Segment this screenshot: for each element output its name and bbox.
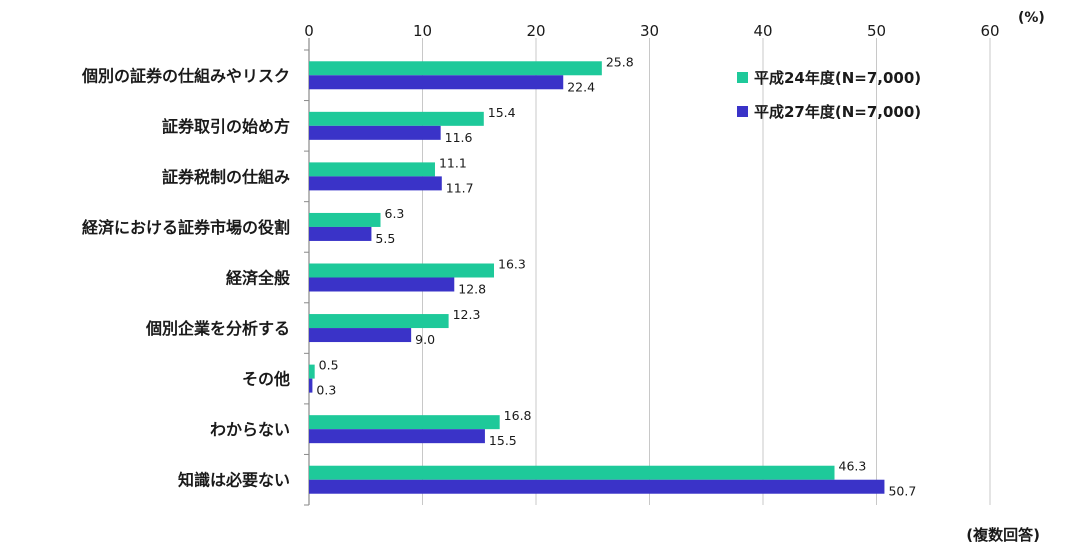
legend-label: 平成24年度(N=7,000) [754, 69, 921, 87]
x-tick-label: 10 [413, 22, 432, 40]
category-label: 経済における証券市場の役割 [82, 218, 290, 237]
x-tick-label: 60 [980, 22, 999, 40]
data-label: 15.4 [488, 105, 516, 120]
x-tick-label: 50 [867, 22, 886, 40]
legend-swatch [737, 72, 748, 83]
data-label: 16.3 [498, 257, 526, 272]
x-tick-label: 30 [640, 22, 659, 40]
bar-fy2012 [309, 364, 315, 379]
category-label: 証券取引の始め方 [162, 117, 290, 136]
data-label: 11.7 [446, 180, 474, 195]
category-label: その他 [242, 370, 290, 389]
category-label: 知識は必要ない [178, 471, 290, 490]
unit-label: (%) [1018, 10, 1045, 26]
labels: 0 10 20 30 40 50 60 個別の証券の仕組みやリスク 25.8 22.4 証券取引の始… [81, 22, 1000, 499]
data-label: 5.5 [375, 231, 395, 246]
data-label: 6.3 [385, 206, 405, 221]
category-label: 経済全般 [226, 269, 290, 288]
category-label: わからない [210, 420, 290, 439]
legend-swatch [737, 106, 748, 117]
data-label: 25.8 [606, 54, 634, 69]
bar-fy2012 [309, 212, 381, 227]
x-tick-label: 0 [304, 22, 314, 40]
bar-fy2015 [309, 226, 372, 241]
data-label: 50.7 [888, 484, 916, 499]
data-label: 16.8 [504, 408, 532, 423]
bar-fy2015 [309, 429, 485, 444]
bar-fy2015 [309, 378, 313, 393]
bar-fy2012 [309, 263, 495, 278]
data-label: 12.3 [453, 307, 481, 322]
multiple-answer-note: (複数回答) [966, 526, 1040, 544]
data-label: 0.3 [316, 383, 336, 398]
bar-fy2015 [309, 75, 564, 90]
bar-fy2012 [309, 162, 435, 177]
legend-label: 平成27年度(N=7,000) [754, 103, 921, 121]
bar-fy2015 [309, 277, 455, 292]
x-tick-label: 20 [526, 22, 545, 40]
bar-fy2012 [309, 111, 484, 126]
data-label: 12.8 [458, 282, 486, 297]
bar-fy2015 [309, 328, 412, 343]
data-label: 46.3 [839, 459, 867, 474]
bar-fy2012 [309, 61, 602, 76]
bar-fy2015 [309, 176, 442, 191]
data-label: 0.5 [319, 358, 339, 373]
bar-fy2015 [309, 125, 441, 140]
data-label: 9.0 [415, 332, 435, 347]
data-label: 11.6 [445, 130, 473, 145]
category-label: 証券税制の仕組み [162, 167, 290, 186]
bar-fy2012 [309, 415, 500, 430]
legend: 平成24年度(N=7,000) 平成27年度(N=7,000) [737, 69, 921, 121]
data-label: 22.4 [567, 79, 595, 94]
bars [309, 61, 885, 494]
bar-fy2012 [309, 314, 449, 329]
bar-fy2012 [309, 465, 835, 480]
data-label: 15.5 [489, 433, 517, 448]
bar-fy2015 [309, 479, 885, 494]
category-label: 個別の証券の仕組みやリスク [81, 66, 290, 85]
category-label: 個別企業を分析する [145, 319, 290, 338]
x-tick-label: 40 [753, 22, 772, 40]
data-label: 11.1 [439, 155, 467, 170]
